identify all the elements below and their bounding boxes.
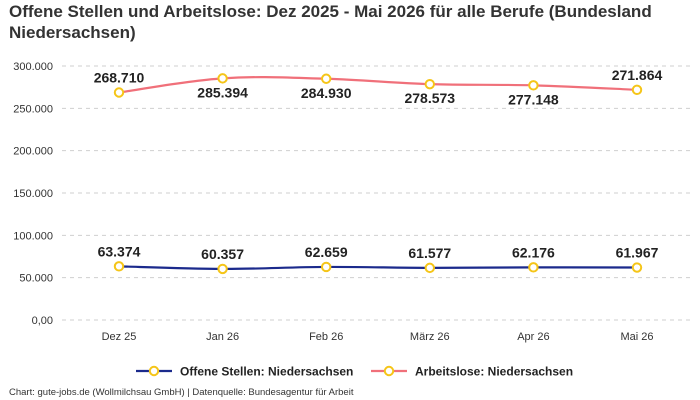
data-label: 268.710 — [94, 69, 145, 85]
x-tick-label: Dez 25 — [102, 331, 137, 343]
data-point — [217, 73, 228, 84]
data-point — [321, 261, 332, 273]
x-tick-label: März 26 — [410, 331, 450, 343]
x-tick-label: Apr 26 — [517, 331, 549, 343]
legend-label: Offene Stellen: Niedersachsen — [180, 365, 353, 379]
y-tick-label: 250.000 — [13, 103, 53, 115]
y-tick-label: 200.000 — [13, 146, 53, 158]
data-label: 285.394 — [197, 84, 248, 100]
series-lines — [118, 76, 638, 270]
x-axis: Dez 25 Jan 26 Feb 26 März 26 Apr 26 Mai 26 — [102, 331, 654, 343]
data-point — [631, 84, 643, 96]
data-point — [528, 80, 539, 91]
legend: Offene Stellen: Niedersachsen Arbeitslose… — [136, 365, 573, 379]
data-label: 271.864 — [612, 67, 663, 83]
y-tick-label: 150.000 — [13, 188, 53, 200]
series-line-arbeitslose — [118, 76, 638, 94]
x-tick-label: Mai 26 — [620, 331, 653, 343]
series-points — [113, 73, 643, 275]
data-label: 284.930 — [301, 85, 352, 101]
x-tick-label: Jan 26 — [206, 331, 239, 343]
data-point — [321, 73, 332, 84]
data-label: 62.176 — [512, 244, 555, 260]
legend-marker — [383, 365, 395, 377]
source-credit: Chart: gute-jobs.de (Wollmilchsau GmbH) … — [9, 387, 354, 398]
y-tick-label: 0,00 — [32, 315, 53, 327]
legend-marker — [148, 365, 160, 377]
data-point — [424, 78, 435, 90]
data-point — [631, 262, 643, 273]
y-tick-label: 300.000 — [13, 61, 53, 73]
data-label: 62.659 — [305, 244, 348, 260]
data-label: 60.357 — [201, 246, 244, 262]
y-axis: 0,00 50.000 100.000 150.000 200.000 250.000 30… — [13, 61, 53, 327]
data-point — [113, 87, 125, 98]
data-point — [113, 261, 125, 272]
y-tick-label: 50.000 — [19, 273, 53, 285]
grid-lines — [62, 65, 690, 321]
chart-title: Offene Stellen und Arbeitslose: Dez 2025… — [9, 2, 652, 42]
x-tick-label: Feb 26 — [309, 331, 343, 343]
data-label: 61.577 — [408, 245, 451, 261]
data-label: 278.573 — [404, 90, 455, 106]
data-point — [528, 262, 539, 273]
data-label: 61.967 — [616, 245, 659, 261]
data-label: 277.148 — [508, 91, 559, 107]
series-line-offene-stellen — [118, 265, 638, 270]
data-point — [217, 263, 228, 275]
y-tick-label: 100.000 — [13, 230, 53, 242]
data-label: 63.374 — [98, 243, 141, 259]
legend-label: Arbeitslose: Niedersachsen — [415, 365, 573, 379]
data-labels: 63.374 60.357 62.659 61.577 62.176 61.967 268.… — [94, 67, 663, 262]
data-point — [424, 262, 435, 274]
